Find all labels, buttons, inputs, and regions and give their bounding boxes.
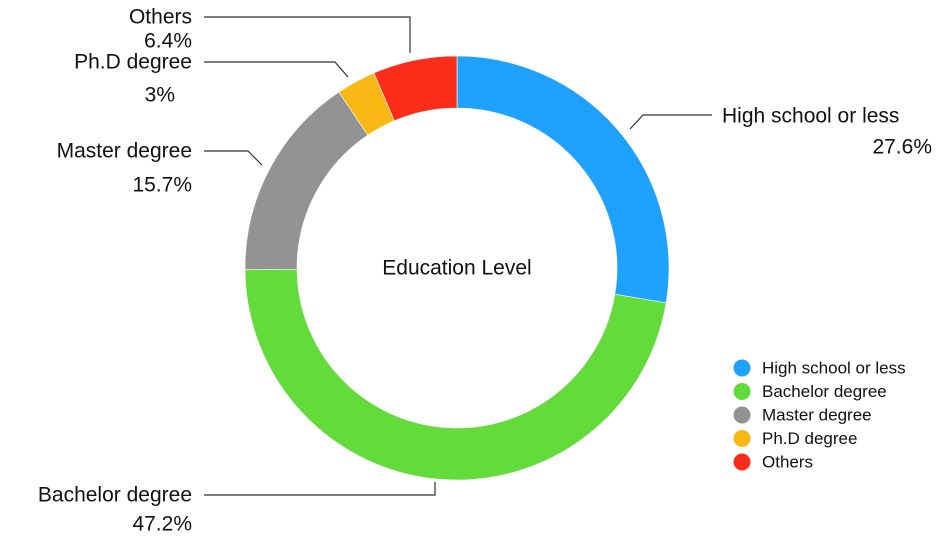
callout-label-bachelor-degree: Bachelor degree [38, 484, 192, 507]
legend-swatch-high-school-or-less [733, 359, 751, 377]
legend-label-ph-d-degree: Ph.D degree [762, 429, 857, 448]
slice-master-degree [244, 91, 369, 270]
callout-label-ph-d-degree: Ph.D degree [74, 51, 192, 74]
leader-line-high-school-or-less [629, 114, 712, 130]
legend-item-others: Others [733, 452, 813, 471]
callout-value-bachelor-degree: 47.2% [132, 513, 192, 536]
leader-line-master-degree [204, 150, 263, 166]
callout-label-others: Others [129, 6, 192, 29]
legend-item-high-school-or-less: High school or less [733, 358, 906, 377]
callout-leader-lines [204, 16, 712, 496]
legend-swatch-master-degree [733, 406, 751, 424]
callout-label-master-degree: Master degree [57, 140, 192, 163]
callout-value-high-school-or-less: 27.6% [872, 136, 932, 159]
slice-bachelor-degree [244, 268, 667, 481]
leader-line-others [204, 16, 411, 53]
callout-value-master-degree: 15.7% [132, 174, 192, 197]
legend-swatch-others [733, 453, 751, 471]
legend: High school or less Bachelor degree Master… [733, 358, 906, 471]
callout-labels: High school or less 27.6% Bachelor degree 4… [38, 6, 932, 536]
slice-others [373, 55, 458, 122]
legend-item-master-degree: Master degree [733, 405, 872, 424]
legend-swatch-bachelor-degree [733, 383, 751, 400]
leader-line-ph-d-degree [204, 61, 349, 78]
legend-label-others: Others [762, 452, 813, 471]
legend-label-master-degree: Master degree [762, 405, 872, 424]
legend-item-bachelor-degree: Bachelor degree [733, 382, 887, 401]
legend-label-high-school-or-less: High school or less [762, 358, 906, 377]
callout-value-others: 6.4% [144, 30, 192, 53]
legend-swatch-ph-d-degree [733, 430, 751, 447]
chart-center-title: Education Level [382, 257, 531, 280]
legend-item-ph-d-degree: Ph.D degree [733, 429, 857, 448]
callout-label-high-school-or-less: High school or less [722, 105, 899, 128]
donut-ring [244, 55, 670, 481]
callout-value-ph-d-degree: 3% [145, 84, 175, 107]
leader-line-bachelor-degree [204, 482, 436, 496]
legend-label-bachelor-degree: Bachelor degree [762, 382, 887, 401]
slice-high-school-or-less [456, 55, 670, 304]
